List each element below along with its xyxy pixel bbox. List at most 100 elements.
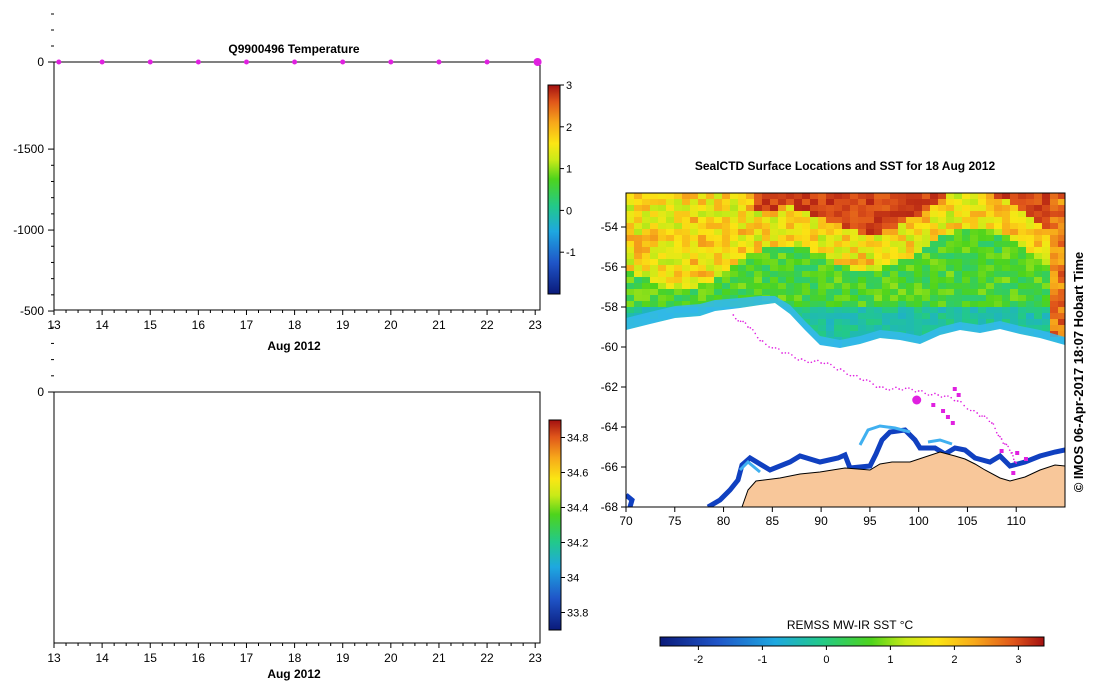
sst-cell <box>650 307 659 314</box>
sst-cell <box>906 313 915 320</box>
sst-cell <box>714 217 723 224</box>
sst-cell <box>746 271 755 278</box>
x-tick-label: 17 <box>240 651 254 665</box>
sst-cell <box>682 247 691 254</box>
sst-cell <box>818 283 827 290</box>
sst-cell <box>818 211 827 218</box>
sst-cell <box>962 241 971 248</box>
sst-cell <box>818 331 827 338</box>
x-tick-label: 14 <box>95 318 109 332</box>
sst-cell <box>634 307 643 314</box>
sst-cell <box>794 193 803 200</box>
sst-cell <box>970 217 979 224</box>
sst-cell <box>818 241 827 248</box>
sst-cell <box>738 205 747 212</box>
sst-cell <box>882 205 891 212</box>
sst-cell <box>946 283 955 290</box>
sst-cell <box>674 199 683 206</box>
sst-cell <box>970 289 979 296</box>
sst-cell <box>738 271 747 278</box>
sst-cell <box>634 205 643 212</box>
sst-cell <box>794 205 803 212</box>
sst-cell <box>906 193 915 200</box>
sst-cell <box>1026 271 1035 278</box>
sst-cell <box>834 205 843 212</box>
sst-cell <box>666 247 675 254</box>
sst-cell <box>1034 325 1043 332</box>
sst-cell <box>946 319 955 326</box>
x-tick-label: 19 <box>336 318 350 332</box>
sst-cell <box>674 301 683 308</box>
sst-cell <box>658 271 667 278</box>
sst-cell <box>1026 289 1035 296</box>
sst-cell <box>634 199 643 206</box>
sst-cell <box>1050 283 1059 290</box>
sst-cell <box>690 295 699 302</box>
sst-cell <box>1018 319 1027 326</box>
sst-cell <box>738 235 747 242</box>
sst-cell <box>874 265 883 272</box>
sst-cell <box>930 235 939 242</box>
sst-cell <box>850 199 859 206</box>
sst-cell <box>962 259 971 266</box>
sst-cell <box>786 301 795 308</box>
sst-cell <box>730 283 739 290</box>
sst-cell <box>858 307 867 314</box>
sst-cell <box>994 217 1003 224</box>
sst-cell <box>722 235 731 242</box>
sst-cell <box>866 241 875 248</box>
sst-cell <box>834 319 843 326</box>
sst-cell <box>706 199 715 206</box>
sst-cell <box>1002 223 1011 230</box>
x-tick-label: 16 <box>192 651 206 665</box>
sst-cell <box>818 313 827 320</box>
sst-cell <box>882 289 891 296</box>
sst-cell <box>770 271 779 278</box>
sst-cell <box>666 217 675 224</box>
sst-cell <box>698 229 707 236</box>
sst-cell <box>1026 277 1035 284</box>
sst-cell <box>962 265 971 272</box>
sst-cell <box>1026 229 1035 236</box>
sst-cell <box>1002 265 1011 272</box>
sst-cell <box>898 247 907 254</box>
sst-cell <box>946 265 955 272</box>
sst-cell <box>650 253 659 260</box>
sst-cell <box>914 283 923 290</box>
sst-cell <box>810 241 819 248</box>
sst-cell <box>842 277 851 284</box>
sst-cell <box>858 331 867 338</box>
sst-cell <box>898 235 907 242</box>
sst-cell <box>938 223 947 230</box>
sst-cell <box>914 313 923 320</box>
sst-cell <box>930 319 939 326</box>
sst-cell <box>826 193 835 200</box>
sst-cell <box>722 217 731 224</box>
sst-cell <box>778 217 787 224</box>
profile-marker <box>388 59 394 65</box>
sst-cell <box>738 217 747 224</box>
sst-cell <box>666 277 675 284</box>
sst-cell <box>890 211 899 218</box>
sst-cell <box>938 235 947 242</box>
sst-cell <box>946 271 955 278</box>
sst-cell <box>682 259 691 266</box>
sst-cell <box>986 283 995 290</box>
sst-cell <box>674 211 683 218</box>
sst-cell <box>898 313 907 320</box>
sst-cell <box>770 283 779 290</box>
sst-cell <box>842 331 851 338</box>
sst-cell <box>1034 307 1043 314</box>
sst-cell <box>930 325 939 332</box>
sst-cell <box>770 217 779 224</box>
sst-cell <box>914 307 923 314</box>
sst-cell <box>674 241 683 248</box>
sst-cell <box>866 247 875 254</box>
sst-cell <box>834 229 843 236</box>
sst-cell <box>1058 313 1065 320</box>
sst-cell <box>978 229 987 236</box>
sst-cell <box>802 223 811 230</box>
sst-cell <box>978 205 987 212</box>
sst-cell <box>754 277 763 284</box>
sst-cell <box>1002 277 1011 284</box>
